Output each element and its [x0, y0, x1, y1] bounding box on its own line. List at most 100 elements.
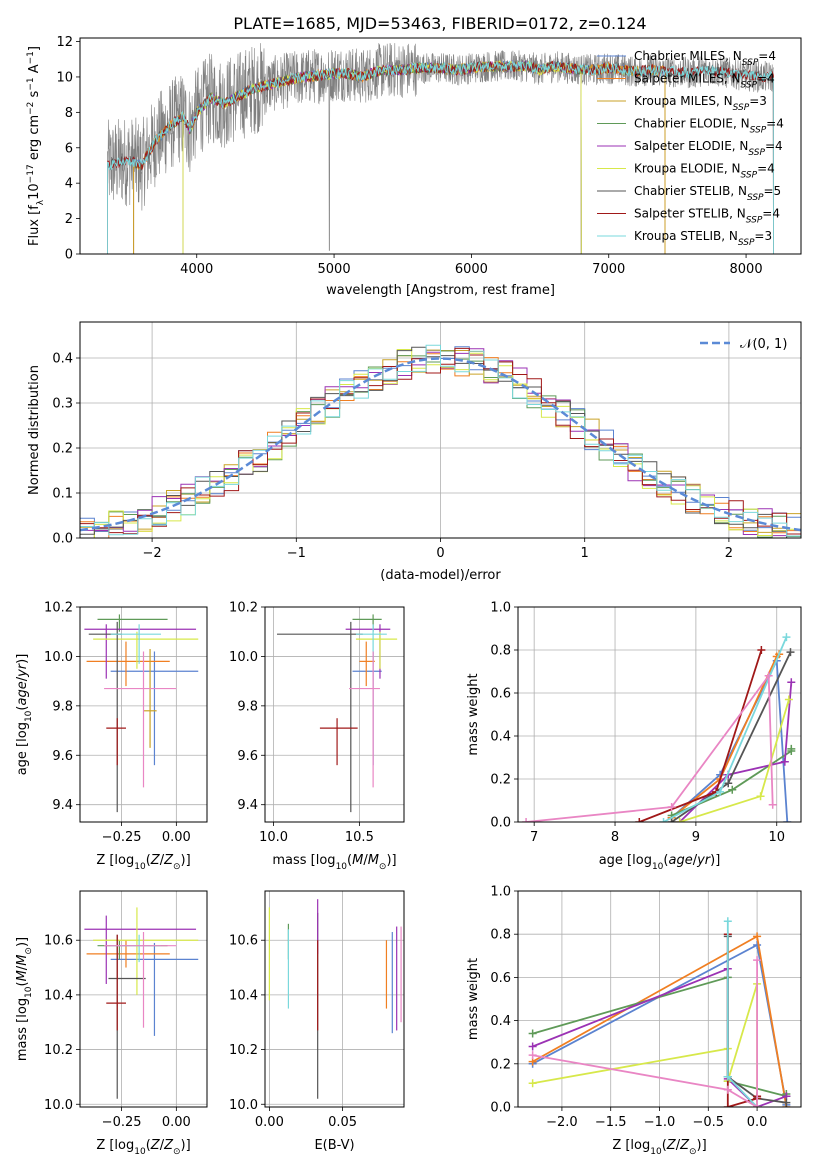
weight-point — [522, 818, 531, 822]
residuals-panel: −2 −1 0 1 2 0.0 0.1 0.2 0.3 0.4 𝒩(0, 1) (data-model… — [27, 321, 802, 583]
weight-point — [753, 1103, 762, 1107]
y-tick-label: 10.0 — [229, 1098, 258, 1113]
x-tick-label: 6000 — [455, 262, 488, 277]
y-tick-label: 0.8 — [490, 928, 511, 943]
x-tick-label: 8 — [611, 830, 619, 845]
y-tick-label: 0.6 — [490, 687, 511, 702]
x-tick-label: 0.00 — [162, 1115, 191, 1130]
x-tick-label: 0.00 — [162, 830, 191, 845]
x-tick-label: 9 — [692, 830, 700, 845]
model-spectrum — [107, 59, 774, 254]
y-tick-label: 9.4 — [52, 798, 73, 813]
weight-point — [782, 1098, 791, 1107]
weight-point — [723, 1085, 732, 1094]
weight-point — [528, 1079, 537, 1088]
y-tick-label: 0.4 — [490, 1014, 511, 1029]
x-axis-label: (data-model)/error — [380, 568, 501, 583]
y-tick-label: 10.2 — [229, 1043, 258, 1058]
axes-frame — [517, 606, 802, 823]
x-tick-label: 0.00 — [255, 1115, 284, 1130]
weight-point — [728, 785, 737, 794]
y-tick-label: 0.1 — [52, 487, 73, 502]
y-tick-label: 0.0 — [52, 532, 73, 547]
normal-curve — [79, 357, 802, 532]
y-tick-label: 9.8 — [237, 699, 258, 714]
weight-series — [532, 960, 758, 1107]
y-tick-label: 10.0 — [229, 650, 258, 665]
y-axis-label: Flux [fλ10−17 erg cm−2 s−1 A−1] — [26, 46, 46, 246]
age_vs_Z-panel: −0.25 0.00 9.4 9.6 9.8 10.0 10.2 Z [log10(Z/Z⊙)… — [15, 601, 208, 872]
y-tick-label: 0.2 — [52, 442, 73, 457]
spectrum-legend: Chabrier MILES, NSSP=4 Salpeter MILES, NS… — [597, 49, 784, 248]
weight-point — [723, 917, 732, 926]
legend-label: Kroupa ELODIE, NSSP=4 — [634, 162, 775, 181]
weight-point — [635, 818, 644, 822]
weight-point — [528, 1042, 537, 1051]
x-tick-label: −0.25 — [102, 830, 142, 845]
chart-panels: 4000 5000 6000 7000 8000024681012wavelength … — [15, 35, 802, 1157]
x-tick-label: 0 — [436, 546, 444, 561]
y-tick-label: 0 — [65, 248, 73, 263]
x-tick-label: 2 — [725, 546, 733, 561]
x-tick-label: −2.0 — [546, 1115, 578, 1130]
legend-label: Chabrier STELIB, NSSP=5 — [634, 184, 781, 203]
y-tick-label: 4 — [65, 177, 73, 192]
weight-point — [753, 956, 762, 965]
weight-point — [675, 818, 684, 822]
x-tick-label: −2 — [143, 546, 162, 561]
x-axis-label: Z [log10(Z/Z⊙)] — [612, 1138, 706, 1157]
x-axis-label: wavelength [Angstrom, rest frame] — [326, 283, 555, 298]
x-tick-label: 4000 — [180, 262, 213, 277]
weight-point — [753, 941, 762, 949]
y-tick-label: 12 — [56, 35, 73, 50]
spectrum-panel: 4000 5000 6000 7000 8000 0 2 4 6 8 10 12 wavelength … — [26, 35, 802, 298]
x-axis-label: mass [log10(M/M⊙)] — [272, 853, 396, 872]
x-tick-label: −0.5 — [693, 1115, 725, 1130]
x-tick-label: −0.25 — [102, 1115, 142, 1130]
weight-point — [782, 633, 791, 642]
weight-point — [768, 800, 777, 809]
x-axis-label: Z [log10(Z/Z⊙)] — [96, 853, 190, 872]
legend-label: Salpeter ELODIE, NSSP=4 — [634, 139, 783, 158]
weight-point — [787, 678, 796, 687]
weight-point — [757, 646, 766, 654]
x-tick-label: −1.5 — [595, 1115, 627, 1130]
weight-point — [784, 695, 793, 704]
y-tick-label: 2 — [65, 212, 73, 227]
x-tick-label: 10.5 — [345, 830, 374, 845]
axes-frame — [79, 606, 208, 823]
x-tick-label: 0.05 — [328, 1115, 357, 1130]
y-tick-label: 0.4 — [52, 352, 73, 367]
y-tick-label: 10.2 — [44, 601, 73, 616]
weight-point — [756, 792, 765, 801]
weight-series — [679, 682, 793, 822]
legend-label: Salpeter MILES, NSSP=4 — [634, 72, 775, 91]
normal-legend-label: 𝒩(0, 1) — [740, 337, 787, 352]
y-tick-label: 9.6 — [52, 749, 73, 764]
y-tick-label: 10.4 — [44, 988, 73, 1003]
x-tick-label: −1 — [287, 546, 306, 561]
axes-frame — [264, 890, 405, 1108]
x-tick-label: −1.0 — [644, 1115, 676, 1130]
y-axis-label: mass weight — [466, 958, 481, 1040]
y-axis-label: mass weight — [466, 673, 481, 755]
mass_vs_ebv-panel: 0.00 0.05 10.0 10.2 10.4 10.6 E(B-V) — [229, 890, 405, 1153]
x-tick-label: 5000 — [318, 262, 351, 277]
x-tick-label: 8000 — [730, 262, 763, 277]
y-tick-label: 6 — [65, 141, 73, 156]
weight-point — [780, 757, 789, 766]
x-axis-label: age [log10(age/yr)] — [599, 853, 721, 872]
legend-label: Chabrier ELODIE, NSSP=4 — [634, 117, 784, 136]
x-axis-label: E(B-V) — [314, 1138, 354, 1153]
weight-point — [724, 779, 733, 788]
weight-point — [723, 1103, 732, 1107]
axes-frame — [79, 890, 208, 1108]
axes-frame — [264, 606, 405, 823]
weight-point — [723, 1072, 732, 1081]
x-tick-label: 10 — [768, 830, 785, 845]
y-tick-label: 9.8 — [52, 699, 73, 714]
y-axis-label: Normed distribution — [27, 365, 42, 495]
weight-point — [667, 818, 676, 822]
y-tick-label: 8 — [65, 106, 73, 121]
y-tick-label: 0.3 — [52, 397, 73, 412]
